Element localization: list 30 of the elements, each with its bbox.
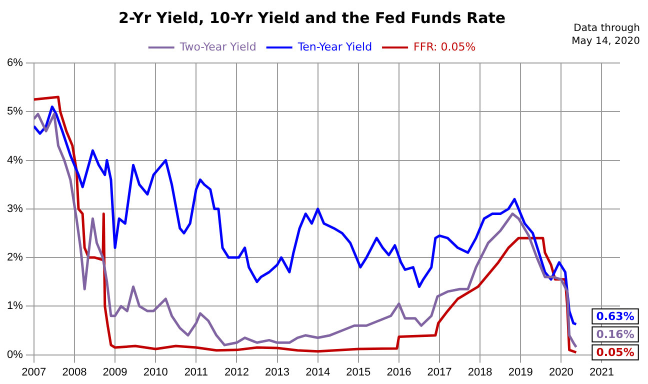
x-tick-label: 2018	[468, 366, 492, 378]
x-tick-label: 2008	[62, 366, 87, 378]
y-tick-label: 4%	[6, 154, 24, 166]
x-tick-label: 2019	[508, 366, 533, 378]
y-tick-label: 5%	[6, 106, 24, 118]
x-tick-label: 2020	[548, 366, 574, 378]
x-tick-label: 2014	[306, 366, 330, 378]
x-tick-label: 2016	[386, 366, 412, 378]
legend-label: Two-Year Yield	[178, 40, 256, 54]
y-tick-label: 6%	[6, 57, 24, 70]
x-tick-label: 2013	[265, 366, 290, 378]
text: Data through May 14, 2020	[570, 22, 640, 48]
x-tick-label: 2015	[346, 366, 371, 378]
y-tick-label: 2%	[6, 252, 24, 264]
x-tick-label: 2017	[427, 366, 452, 378]
x-tick-label: 2009	[102, 366, 128, 378]
legend-label: FFR: 0.05%	[414, 40, 476, 54]
data-label: 0.05%	[596, 346, 634, 360]
y-tick-label: 1%	[6, 300, 24, 312]
legend-label: Ten-Year Yield	[296, 40, 372, 54]
y-tick-label: 3%	[6, 202, 24, 215]
x-tick-label: 2007	[22, 366, 46, 378]
data-label: 0.16%	[596, 328, 634, 342]
data-label: 0.63%	[596, 310, 634, 324]
y-tick-label: 0%	[6, 348, 24, 361]
x-tick-label: 2021	[590, 366, 614, 378]
x-tick-label: 2012	[224, 366, 249, 378]
x-tick-label: 2011	[184, 366, 208, 378]
x-tick-label: 2010	[143, 366, 168, 378]
chart-title: 2-Yr Yield, 10-Yr Yield and the Fed Funds Rate	[118, 8, 506, 27]
